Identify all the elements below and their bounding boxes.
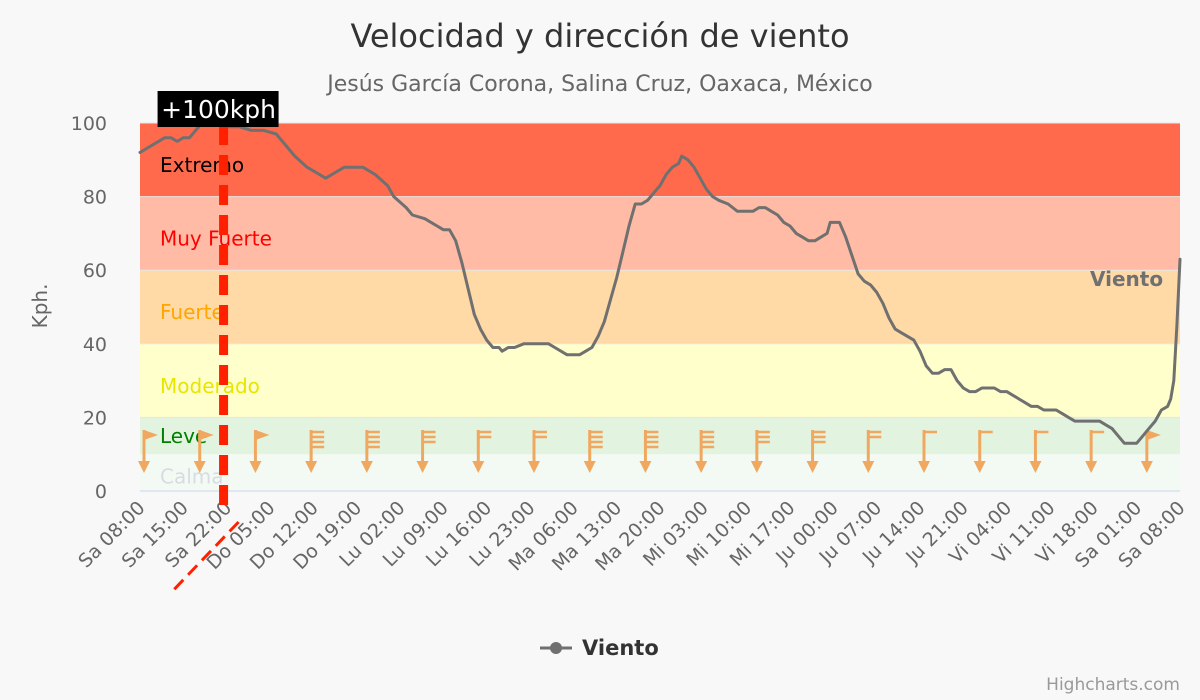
band-label-extremo: Extremo [160, 153, 244, 177]
credits-link[interactable]: Highcharts.com [1046, 675, 1180, 695]
wind-barb-icon [416, 430, 436, 473]
wind-barb-icon [1029, 430, 1049, 473]
wind-barb-icon [695, 430, 715, 473]
wind-barb-icon [973, 430, 993, 473]
wind-direction-barbs [138, 430, 1161, 473]
band-label-calma: Calma [160, 465, 224, 489]
wind-barb-icon [1140, 430, 1161, 473]
wind-barb-icon [862, 430, 882, 473]
y-tick-label: 100 [71, 113, 107, 135]
wind-barb-icon [305, 430, 325, 473]
band-moderado [140, 343, 1180, 418]
wind-barb-icon [639, 430, 659, 473]
band-label-moderado: Moderado [160, 374, 260, 398]
y-tick-label: 20 [83, 407, 107, 429]
wind-barb-icon [528, 430, 547, 473]
series-label-viento: Viento [1090, 267, 1163, 291]
band-muy-fuerte [140, 196, 1180, 271]
band-leve [140, 417, 1180, 455]
series-viento[interactable]: Viento [138, 121, 1182, 445]
plotline-tail [172, 520, 240, 592]
wind-barb-icon [1085, 430, 1105, 473]
wind-barb-icon [918, 430, 937, 473]
plotline-label-bg [157, 91, 279, 127]
wind-barb-icon [249, 430, 270, 473]
y-axis-ticks: 0 20 40 60 80 100 [71, 113, 107, 503]
band-label-fuerte: Fuerte [160, 300, 224, 324]
plotline-100kph: +100kph [157, 91, 279, 592]
wind-barb-icon [193, 430, 214, 473]
legend-label: Viento [582, 636, 659, 660]
legend-marker-icon [550, 642, 562, 654]
wind-barb-icon [138, 430, 158, 473]
wind-barb-icon [583, 430, 603, 473]
y-tick-label: 60 [83, 260, 107, 282]
wind-barb-icon [750, 430, 770, 473]
y-tick-label: 40 [83, 334, 107, 356]
band-fuerte [140, 270, 1180, 344]
chart-subtitle: Jesús García Corona, Salina Cruz, Oaxaca… [325, 72, 873, 97]
grid-lines [140, 122, 1180, 492]
plotline-label: +100kph [161, 95, 276, 124]
band-calma [140, 454, 1180, 491]
wind-barb-icon [806, 430, 826, 473]
band-label-muy-fuerte: Muy Fuerte [160, 227, 272, 251]
series-line-viento[interactable] [138, 121, 1182, 445]
legend[interactable]: Viento [540, 636, 659, 660]
wind-barb-icon [360, 430, 380, 473]
y-tick-label: 80 [83, 187, 107, 209]
wind-barb-icon [472, 430, 492, 473]
chart-title: Velocidad y dirección de viento [350, 17, 849, 55]
y-axis-title: Kph. [28, 284, 52, 329]
y-tick-label: 0 [95, 481, 107, 503]
